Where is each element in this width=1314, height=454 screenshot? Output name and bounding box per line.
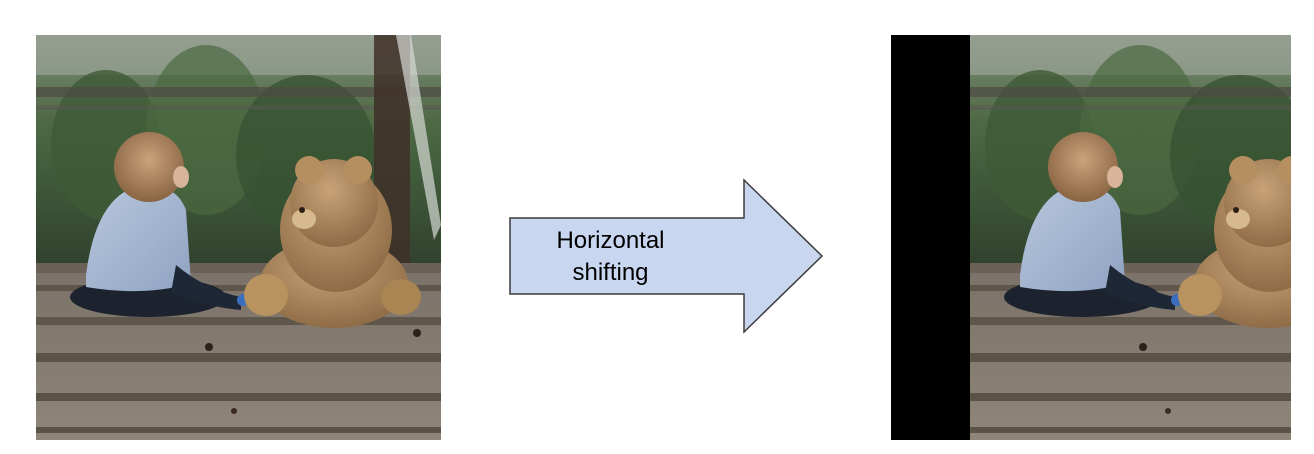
- original-image: [36, 35, 441, 440]
- right-arrow-icon: [509, 178, 824, 334]
- arrow-label: Horizontal shifting: [556, 227, 665, 286]
- shift-padding-bar: [891, 35, 970, 440]
- shifted-boy-and-teddy-bear-photo: [970, 35, 1291, 440]
- boy-and-teddy-bear-photo: [36, 35, 441, 440]
- transform-arrow: Horizontal shifting: [508, 178, 826, 336]
